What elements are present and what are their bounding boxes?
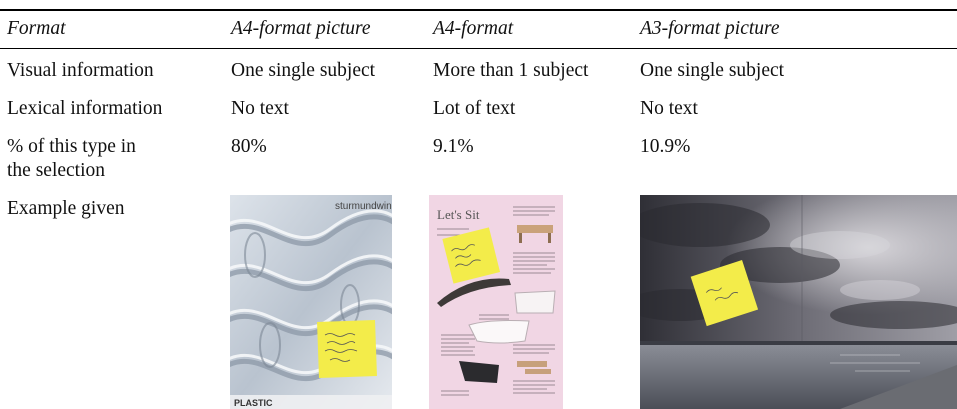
brand-text: sturmundwind	[335, 201, 392, 212]
cloudy-sea-illustration	[640, 195, 957, 409]
row-label-percent-line2: the selection	[7, 160, 106, 181]
row-label-example: Example given	[7, 198, 125, 219]
table-top-rule	[0, 9, 957, 11]
cell-visual-a4: More than 1 subject	[433, 60, 589, 81]
cell-visual-a4-picture: One single subject	[231, 60, 376, 81]
example-image-a4-picture: sturmundwind PLASTIC	[230, 195, 392, 409]
catalog-page-illustration: Let's Sit	[429, 195, 563, 409]
cell-lexical-a4: Lot of text	[433, 98, 516, 119]
catalog-title: Let's Sit	[437, 207, 480, 222]
cell-lexical-a4-picture: No text	[231, 98, 289, 119]
table-header-rule	[0, 48, 957, 49]
cell-percent-a4: 9.1%	[433, 136, 474, 157]
example-image-a3-picture	[640, 195, 957, 409]
example-image-a4-format: Let's Sit	[429, 195, 563, 409]
row-label-lexical: Lexical information	[7, 98, 163, 119]
plastic-bottles-illustration: sturmundwind PLASTIC	[230, 195, 392, 409]
cell-visual-a3-picture: One single subject	[640, 60, 785, 81]
cell-percent-a4-picture: 80%	[231, 136, 267, 157]
header-a4-picture: A4-format picture	[231, 18, 371, 39]
cell-lexical-a3-picture: No text	[640, 98, 698, 119]
header-format: Format	[7, 18, 66, 39]
row-label-percent-line1: % of this type in	[7, 136, 136, 157]
header-a3-picture: A3-format picture	[640, 18, 780, 39]
cell-percent-a3-picture: 10.9%	[640, 136, 691, 157]
row-label-visual: Visual information	[7, 60, 154, 81]
plastic-footer-text: PLASTIC	[234, 398, 273, 408]
header-a4-format: A4-format	[433, 18, 514, 39]
